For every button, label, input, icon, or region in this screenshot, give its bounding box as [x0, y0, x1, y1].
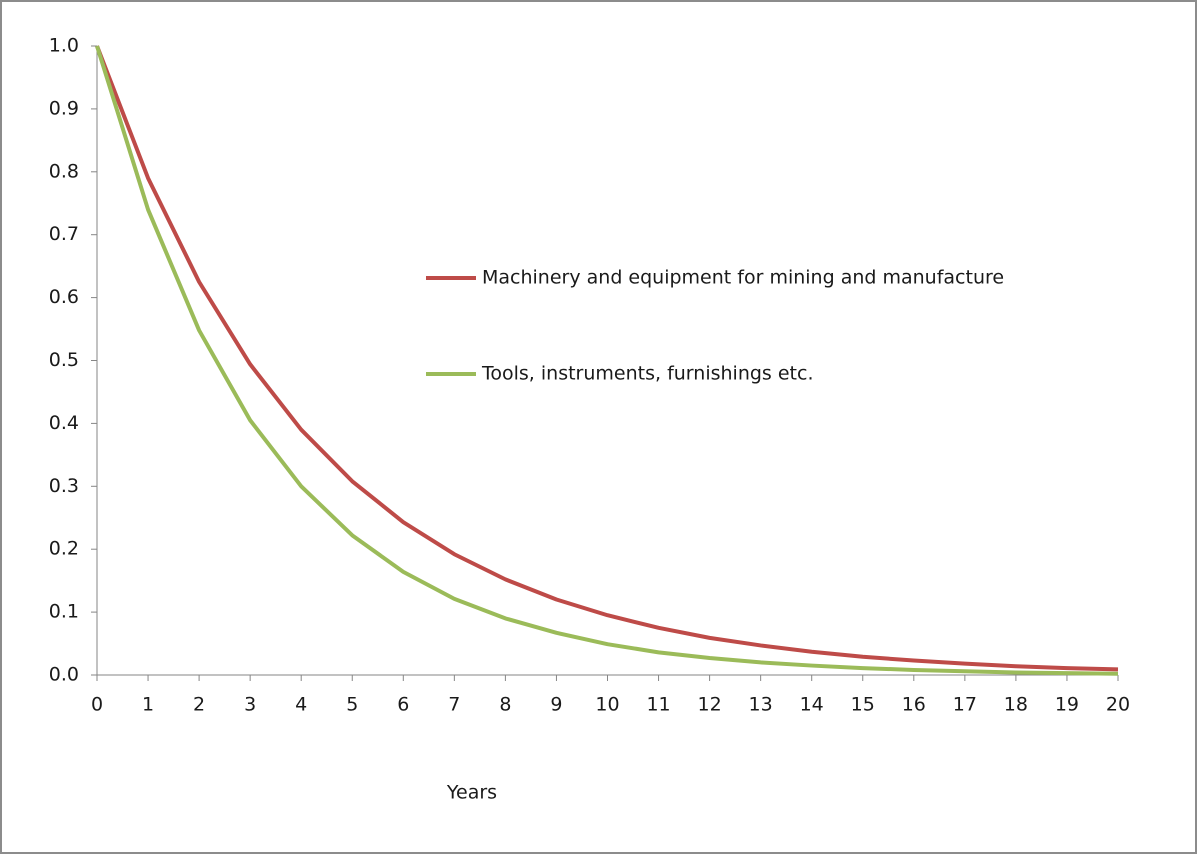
x-tick-label: 2 [193, 694, 205, 716]
x-axis-label: Years [446, 782, 497, 804]
legend-label: Tools, instruments, furnishings etc. [481, 363, 814, 385]
x-tick-label: 3 [244, 694, 256, 716]
x-tick-label: 19 [1055, 694, 1079, 716]
x-tick-label: 11 [646, 694, 670, 716]
y-tick-label: 0.5 [49, 349, 79, 371]
y-tick-label: 0.6 [49, 286, 79, 308]
y-tick-label: 0.8 [49, 160, 79, 182]
series-line [95, 45, 1119, 672]
x-tick-label: 8 [499, 694, 511, 716]
x-tick-label: 9 [550, 694, 562, 716]
y-tick-label: 0.0 [49, 664, 79, 686]
x-tick-label: 17 [953, 694, 977, 716]
x-tick-label: 20 [1106, 694, 1130, 716]
x-tick-label: 6 [397, 694, 409, 716]
y-tick-label: 0.3 [49, 475, 79, 497]
y-tick-label: 0.1 [49, 601, 79, 623]
y-tick-label: 0.9 [49, 97, 79, 119]
x-tick-label: 5 [346, 694, 358, 716]
x-tick-label: 7 [448, 694, 460, 716]
x-tick-label: 15 [851, 694, 875, 716]
x-tick-label: 4 [295, 694, 307, 716]
x-tick-label: 0 [91, 694, 103, 716]
series-line [95, 45, 1119, 676]
legend-label: Machinery and equipment for mining and m… [482, 267, 1004, 289]
y-tick-label: 0.7 [49, 223, 79, 245]
x-tick-label: 16 [902, 694, 926, 716]
x-tick-label: 14 [800, 694, 824, 716]
y-tick-label: 0.4 [49, 412, 79, 434]
x-tick-label: 10 [595, 694, 619, 716]
x-tick-label: 13 [749, 694, 773, 716]
x-tick-label: 18 [1004, 694, 1028, 716]
y-tick-label: 0.2 [49, 538, 79, 560]
x-tick-label: 1 [142, 694, 154, 716]
x-tick-label: 12 [698, 694, 722, 716]
y-tick-label: 1.0 [49, 35, 79, 57]
